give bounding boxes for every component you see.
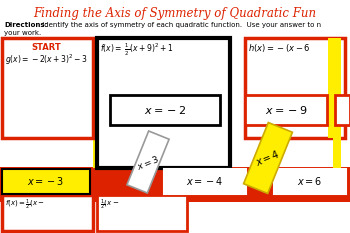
- Bar: [93, 38, 98, 168]
- Text: $f(x)=\frac{1}{2}(x-$: $f(x)=\frac{1}{2}(x-$: [5, 198, 45, 212]
- Text: Directions:: Directions:: [4, 22, 47, 28]
- Bar: [245, 95, 327, 125]
- Text: $x=-3$: $x=-3$: [27, 175, 65, 187]
- Bar: [245, 38, 345, 138]
- Text: START: START: [31, 43, 61, 52]
- Bar: [0, 167, 350, 202]
- Bar: [274, 169, 346, 194]
- FancyBboxPatch shape: [244, 123, 292, 193]
- Bar: [97, 195, 187, 231]
- Bar: [97, 38, 230, 168]
- Text: $x=6$: $x=6$: [297, 175, 323, 187]
- Text: $h(x)=-(x-6$: $h(x)=-(x-6$: [248, 42, 311, 54]
- Text: $x=4$: $x=4$: [254, 148, 282, 168]
- Text: $x=-9$: $x=-9$: [265, 104, 307, 116]
- Text: $x=3$: $x=3$: [135, 152, 161, 171]
- Text: $\frac{1}{2}(x-$: $\frac{1}{2}(x-$: [100, 198, 119, 212]
- Bar: [335, 95, 350, 125]
- Text: $g(x)=-2(x+3)^{2}-3$: $g(x)=-2(x+3)^{2}-3$: [5, 53, 88, 67]
- Text: your work.: your work.: [4, 30, 41, 36]
- Text: $x=-2$: $x=-2$: [144, 104, 186, 116]
- Text: $f(x)=\ \frac{1}{2}(x+9)^{2}+1$: $f(x)=\ \frac{1}{2}(x+9)^{2}+1$: [100, 42, 173, 58]
- Text: $x=-4$: $x=-4$: [186, 175, 224, 187]
- Text: Identify the axis of symmetry of each quadratic function.  Use your answer to n: Identify the axis of symmetry of each qu…: [40, 22, 321, 28]
- Bar: [2, 195, 93, 231]
- Bar: [328, 38, 334, 138]
- FancyBboxPatch shape: [127, 131, 169, 193]
- Bar: [164, 169, 246, 194]
- Bar: [110, 95, 220, 125]
- Bar: [2, 38, 93, 138]
- Bar: [333, 38, 341, 193]
- Text: Finding the Axis of Symmetry of Quadratic Fun: Finding the Axis of Symmetry of Quadrati…: [34, 7, 316, 20]
- Bar: [2, 169, 90, 194]
